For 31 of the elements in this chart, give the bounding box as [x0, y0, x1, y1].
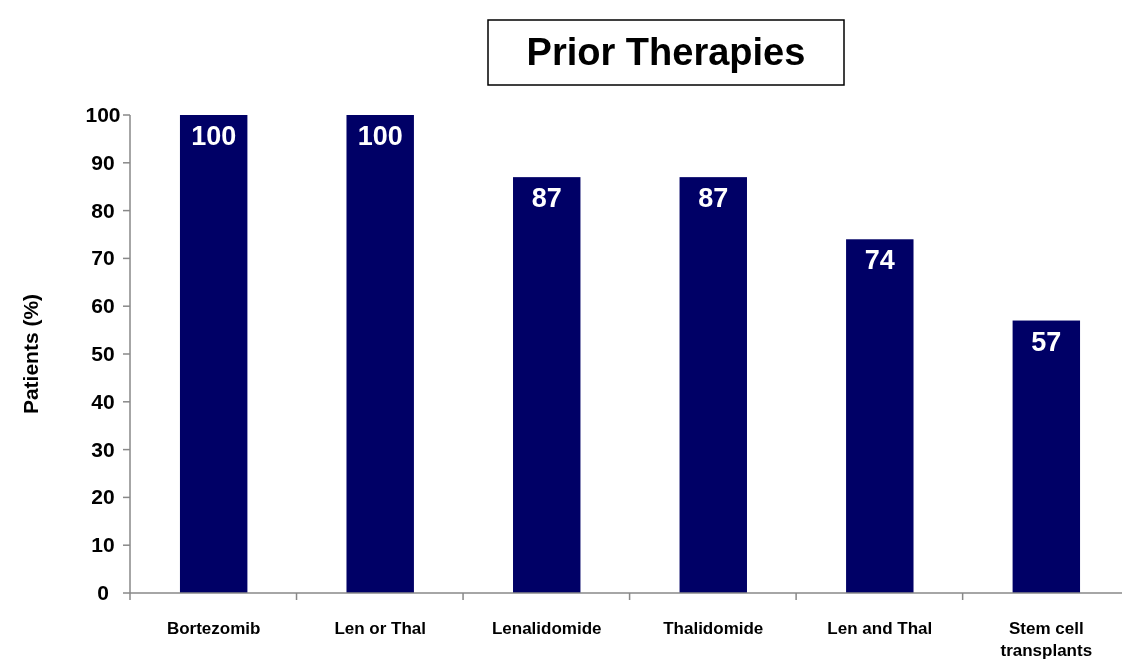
- x-tick-label: Lenalidomide: [491, 619, 602, 638]
- y-tick-label: 90: [91, 150, 115, 174]
- bar: [846, 239, 914, 593]
- y-tick-label: 40: [91, 389, 115, 413]
- x-tick-label: Len and Thal: [827, 619, 933, 638]
- y-tick-label: 10: [91, 533, 115, 557]
- data-label: 100: [191, 121, 237, 151]
- y-tick-label: 60: [91, 294, 115, 318]
- y-tick-label: 30: [91, 437, 115, 461]
- chart-title: Prior Therapies: [526, 31, 806, 73]
- y-tick-label: 100: [85, 103, 121, 126]
- bar: [513, 177, 581, 593]
- y-axis-title: Patients (%): [19, 293, 42, 415]
- y-tick-label: 0: [97, 581, 109, 604]
- y-tick-label: 70: [91, 246, 115, 270]
- bar: [346, 115, 414, 593]
- data-label: 57: [1031, 326, 1062, 357]
- bar: [179, 115, 248, 593]
- y-tick-label: 50: [91, 342, 115, 365]
- bar: [1012, 320, 1081, 593]
- x-tick-label: Bortezomib: [166, 619, 261, 638]
- data-label: 74: [864, 245, 895, 276]
- x-tick-label: Stem cell transplants: [1000, 619, 1093, 660]
- x-tick-label: Thalidomide: [663, 619, 764, 638]
- y-tick-label: 20: [91, 485, 115, 509]
- data-label: 87: [698, 183, 729, 214]
- y-tick-label: 80: [91, 198, 115, 222]
- data-label: 100: [357, 121, 403, 151]
- bar: [679, 177, 747, 593]
- x-tick-label: Len or Thal: [334, 619, 427, 638]
- data-label: 87: [531, 183, 562, 214]
